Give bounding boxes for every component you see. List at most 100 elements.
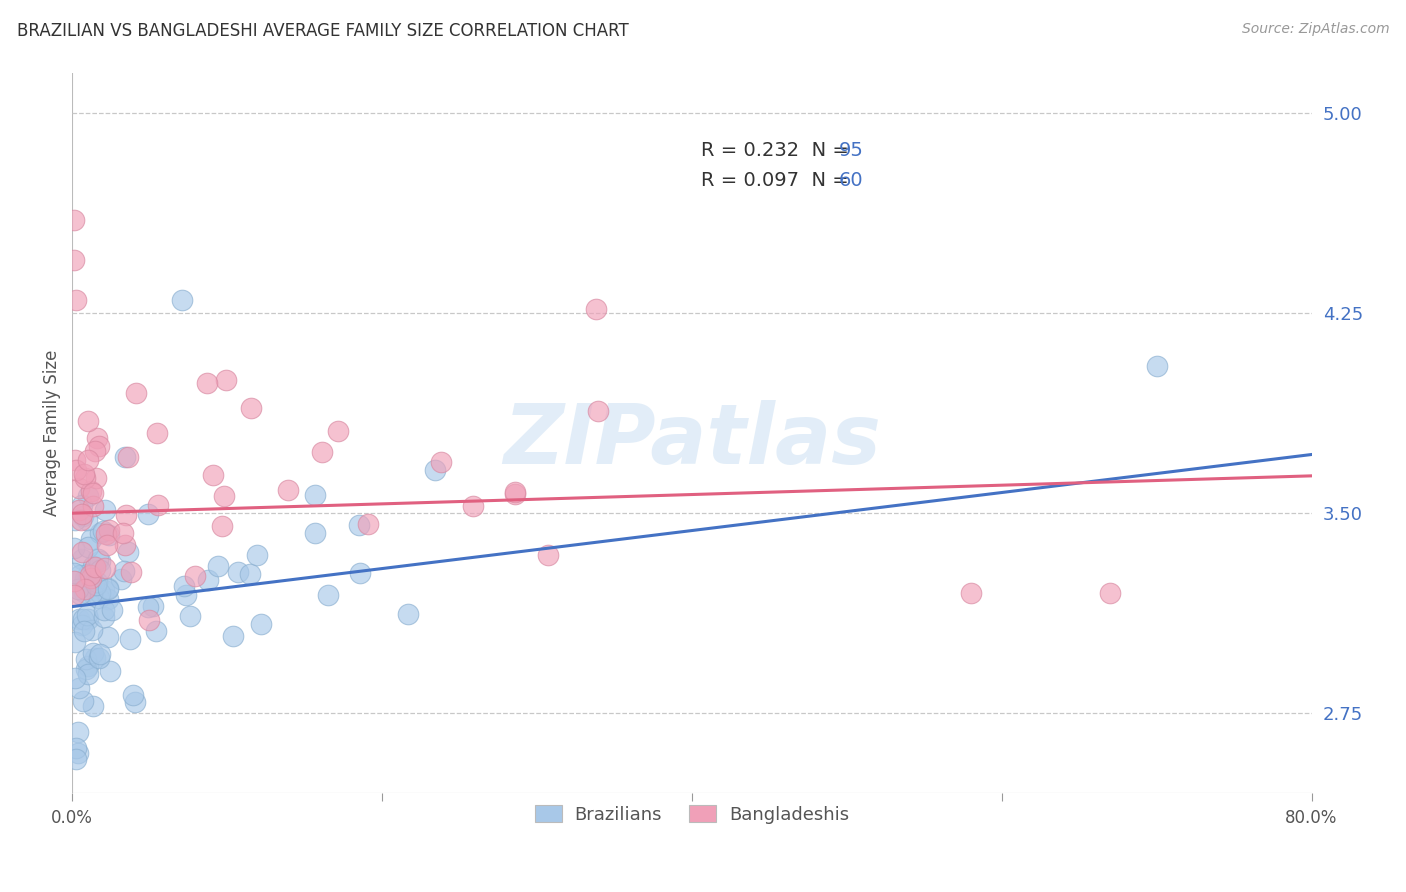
Point: [77, 540, 100, 554]
Y-axis label: Average Family Size: Average Family Size: [44, 350, 60, 516]
Point: [503, 484, 526, 499]
Point: [63, 252, 86, 267]
Point: [86, 574, 108, 589]
Point: [89, 586, 111, 600]
Point: [80, 578, 103, 592]
Point: [70, 513, 93, 527]
Point: [77, 567, 100, 582]
Point: [67, 582, 90, 596]
Point: [82, 586, 104, 600]
Point: [239, 566, 262, 581]
Point: [277, 483, 299, 498]
Point: [98, 523, 121, 537]
Point: [240, 401, 263, 416]
Point: [246, 549, 269, 563]
Point: [83, 560, 105, 574]
Point: [96, 538, 118, 552]
Text: 60: 60: [839, 171, 863, 191]
Point: [77, 612, 100, 626]
Point: [101, 603, 124, 617]
Point: [69, 587, 91, 601]
Point: [80, 571, 103, 585]
Point: [65, 453, 87, 467]
Point: [94, 561, 117, 575]
Text: BRAZILIAN VS BANGLADESHI AVERAGE FAMILY SIZE CORRELATION CHART: BRAZILIAN VS BANGLADESHI AVERAGE FAMILY …: [17, 22, 628, 40]
Point: [83, 444, 105, 458]
Point: [114, 450, 136, 464]
Point: [211, 518, 233, 533]
Point: [207, 559, 229, 574]
Point: [76, 658, 98, 673]
Point: [73, 572, 96, 586]
Point: [76, 608, 98, 623]
Legend: Brazilians, Bangladeshis: Brazilians, Bangladeshis: [524, 794, 860, 835]
Point: [94, 527, 117, 541]
Point: [63, 671, 86, 685]
Point: [146, 425, 169, 440]
Point: [179, 609, 201, 624]
Point: [226, 566, 249, 580]
Point: [82, 486, 104, 500]
Point: [73, 467, 96, 481]
Point: [97, 528, 120, 542]
Point: [76, 489, 98, 503]
Point: [121, 688, 143, 702]
Point: [67, 612, 90, 626]
Point: [93, 603, 115, 617]
Point: [65, 293, 87, 307]
Point: [142, 599, 165, 614]
Point: [94, 502, 117, 516]
Point: [503, 487, 526, 501]
Point: [138, 613, 160, 627]
Point: [173, 579, 195, 593]
Point: [70, 507, 93, 521]
Point: [89, 525, 111, 540]
Text: ZIPatlas: ZIPatlas: [503, 400, 880, 481]
Point: [97, 630, 120, 644]
Point: [82, 698, 104, 713]
Point: [138, 599, 160, 614]
Point: [63, 513, 86, 527]
Point: [112, 526, 135, 541]
Point: [72, 508, 94, 523]
Point: [349, 517, 371, 532]
Point: [62, 574, 84, 589]
Point: [72, 612, 94, 626]
Point: [89, 647, 111, 661]
Text: R = 0.232  N =: R = 0.232 N =: [702, 141, 855, 160]
Point: [67, 481, 90, 495]
Point: [82, 647, 104, 661]
Point: [215, 373, 238, 387]
Point: [87, 439, 110, 453]
Point: [328, 424, 350, 438]
Point: [65, 462, 87, 476]
Point: [588, 404, 610, 418]
Point: [70, 617, 93, 632]
Point: [304, 488, 326, 502]
Point: [356, 516, 378, 531]
Point: [77, 453, 100, 467]
Point: [86, 432, 108, 446]
Point: [66, 725, 89, 739]
Point: [463, 499, 485, 513]
Point: [117, 450, 139, 464]
Point: [76, 513, 98, 527]
Text: R = 0.097  N =: R = 0.097 N =: [702, 171, 855, 191]
Point: [79, 568, 101, 582]
Point: [98, 664, 121, 678]
Point: [70, 551, 93, 566]
Point: [63, 541, 86, 555]
Point: [112, 565, 135, 579]
Point: [138, 507, 160, 521]
Point: [75, 662, 97, 676]
Point: [959, 586, 981, 600]
Point: [69, 568, 91, 582]
Text: Source: ZipAtlas.com: Source: ZipAtlas.com: [1241, 22, 1389, 37]
Point: [87, 552, 110, 566]
Point: [311, 444, 333, 458]
Point: [82, 500, 104, 514]
Point: [172, 293, 194, 307]
Point: [79, 483, 101, 498]
Point: [76, 667, 98, 681]
Point: [73, 624, 96, 638]
